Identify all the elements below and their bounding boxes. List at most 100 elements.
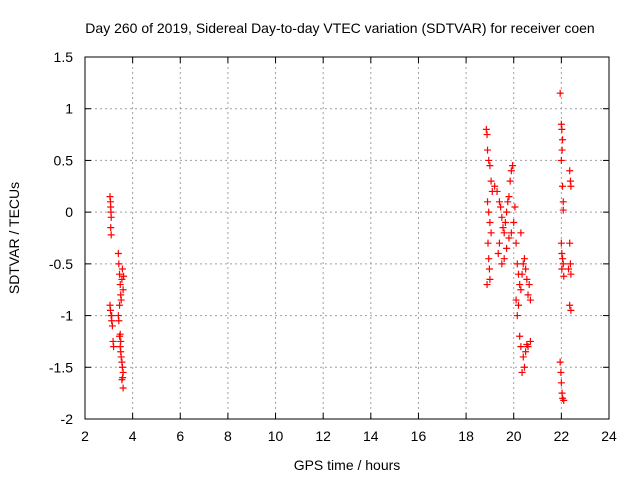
data-point-marker bbox=[512, 239, 520, 247]
data-point-marker bbox=[484, 146, 492, 154]
data-point-marker bbox=[499, 224, 507, 232]
data-point-marker bbox=[115, 317, 123, 325]
data-point-marker bbox=[519, 353, 527, 361]
axis-ticks: 2 4 6 8 10 12 14 16 18 20 22 241.510.50-0.5-1-1.5-2 bbox=[49, 49, 617, 444]
data-point-marker bbox=[526, 337, 534, 345]
data-point-marker bbox=[514, 301, 522, 309]
data-point-marker bbox=[493, 187, 501, 195]
data-point-marker bbox=[106, 306, 114, 314]
data-point-marker bbox=[485, 156, 493, 164]
data-point-marker bbox=[116, 281, 124, 289]
data-point-marker bbox=[118, 376, 126, 384]
data-point-marker bbox=[117, 337, 125, 345]
data-point-marker bbox=[483, 131, 491, 139]
data-point-marker bbox=[119, 286, 127, 294]
data-point-marker bbox=[485, 265, 493, 273]
data-point-marker bbox=[118, 265, 126, 273]
chart-title: Day 260 of 2019, Sidereal Day-to-day VTE… bbox=[85, 20, 594, 36]
plot-area-border bbox=[84, 56, 610, 420]
data-point-marker bbox=[500, 255, 508, 263]
data-point-marker bbox=[108, 312, 116, 320]
data-point-marker bbox=[482, 125, 490, 133]
data-point-marker bbox=[497, 203, 505, 211]
data-point-marker bbox=[559, 260, 567, 268]
data-point-marker bbox=[486, 162, 494, 170]
data-point-marker bbox=[518, 368, 526, 376]
data-point-marker bbox=[487, 177, 495, 185]
data-point-marker bbox=[494, 250, 502, 258]
data-point-marker bbox=[116, 330, 124, 338]
x-tick-label: 22 bbox=[554, 428, 570, 444]
data-point-marker bbox=[517, 343, 525, 351]
y-axis-label: SDTVAR / TECUs bbox=[6, 182, 22, 294]
data-point-marker bbox=[524, 291, 532, 299]
data-point-marker bbox=[506, 177, 514, 185]
data-point-marker bbox=[520, 363, 528, 371]
data-point-marker bbox=[567, 270, 575, 278]
y-tick-label: 1.5 bbox=[54, 49, 74, 65]
x-axis-label: GPS time / hours bbox=[294, 457, 401, 473]
data-point-marker bbox=[556, 358, 564, 366]
data-point-marker bbox=[495, 239, 503, 247]
data-point-marker bbox=[565, 265, 573, 273]
data-point-marker bbox=[512, 296, 520, 304]
data-point-marker bbox=[513, 260, 521, 268]
y-tick-label: -2 bbox=[61, 411, 74, 427]
data-point-marker bbox=[486, 275, 494, 283]
data-point-marker bbox=[557, 156, 565, 164]
data-point-marker bbox=[558, 146, 566, 154]
grid-lines bbox=[85, 57, 609, 419]
y-tick-label: 1 bbox=[65, 101, 73, 117]
data-point-marker bbox=[511, 203, 519, 211]
data-point-marker bbox=[485, 208, 493, 216]
data-point-marker bbox=[566, 301, 574, 309]
data-point-marker bbox=[107, 231, 115, 239]
data-point-marker bbox=[560, 272, 568, 280]
data-points bbox=[106, 89, 575, 404]
data-point-marker bbox=[484, 198, 492, 206]
data-point-marker bbox=[483, 281, 491, 289]
data-point-marker bbox=[116, 301, 124, 309]
data-point-marker bbox=[523, 341, 531, 349]
data-point-marker bbox=[523, 275, 531, 283]
data-point-marker bbox=[110, 343, 118, 351]
x-tick-label: 16 bbox=[411, 428, 427, 444]
y-tick-label: -0.5 bbox=[49, 256, 73, 272]
data-point-marker bbox=[503, 208, 511, 216]
x-tick-label: 10 bbox=[268, 428, 284, 444]
data-point-marker bbox=[560, 396, 568, 404]
data-point-marker bbox=[116, 270, 124, 278]
data-point-marker bbox=[522, 265, 530, 273]
y-tick-label: 0 bbox=[65, 204, 73, 220]
data-point-marker bbox=[491, 182, 499, 190]
x-tick-label: 14 bbox=[363, 428, 379, 444]
x-tick-label: 12 bbox=[315, 428, 331, 444]
data-point-marker bbox=[498, 213, 506, 221]
data-point-marker bbox=[516, 332, 524, 340]
data-point-marker bbox=[558, 250, 566, 258]
data-point-marker bbox=[567, 182, 575, 190]
data-point-marker bbox=[517, 286, 525, 294]
data-point-marker bbox=[120, 272, 128, 280]
data-point-marker bbox=[517, 229, 525, 237]
data-point-marker bbox=[559, 255, 567, 263]
data-point-marker bbox=[522, 348, 530, 356]
data-point-marker bbox=[566, 260, 574, 268]
data-point-marker bbox=[495, 198, 503, 206]
x-tick-label: 24 bbox=[601, 428, 617, 444]
data-point-marker bbox=[510, 218, 518, 226]
data-point-marker bbox=[558, 125, 566, 133]
x-tick-label: 20 bbox=[506, 428, 522, 444]
data-point-marker bbox=[115, 260, 123, 268]
y-tick-label: -1.5 bbox=[49, 359, 73, 375]
y-tick-label: 0.5 bbox=[54, 152, 74, 168]
data-point-marker bbox=[114, 250, 122, 258]
data-point-marker bbox=[505, 234, 513, 242]
data-point-marker bbox=[567, 306, 575, 314]
data-point-marker bbox=[557, 368, 565, 376]
x-tick-label: 18 bbox=[458, 428, 474, 444]
data-point-marker bbox=[107, 213, 115, 221]
data-point-marker bbox=[107, 224, 115, 232]
